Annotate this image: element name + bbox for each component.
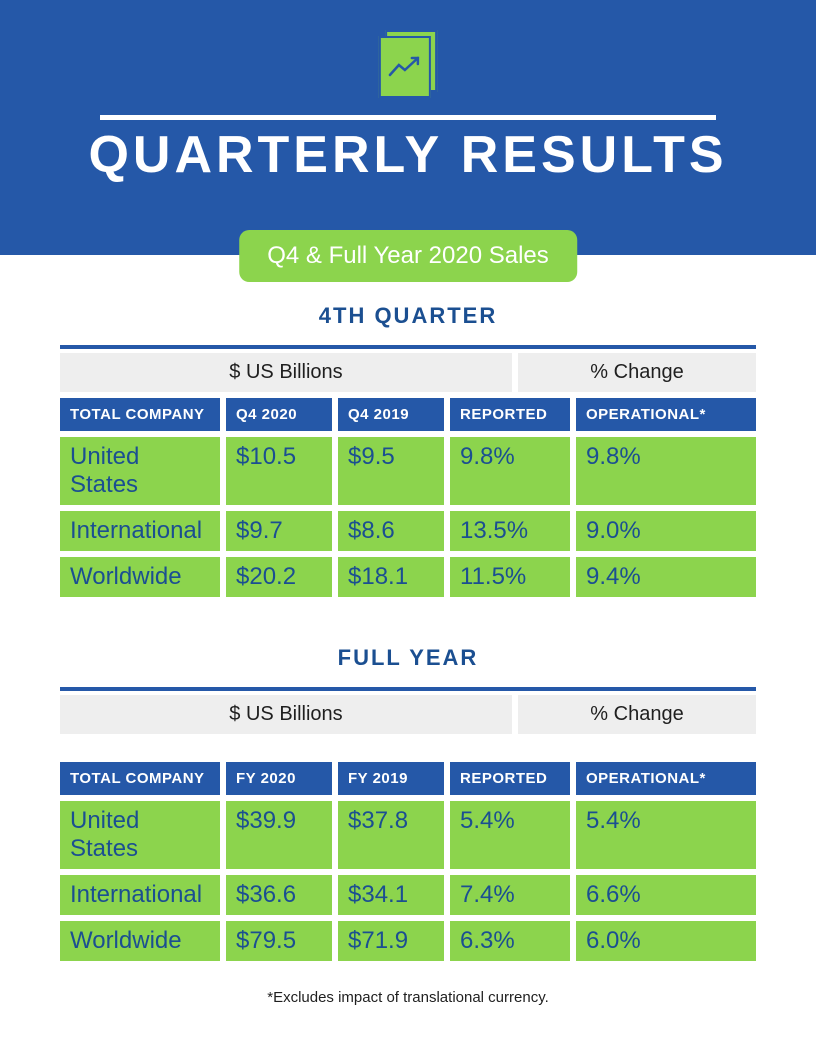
- column-header-row: TOTAL COMPANY FY 2020 FY 2019 REPORTED O…: [60, 762, 756, 795]
- subtitle-pill: Q4 & Full Year 2020 Sales: [239, 230, 577, 282]
- table-cell: $71.9: [338, 921, 444, 961]
- section-title-fullyear: FULL YEAR: [0, 645, 816, 671]
- trend-up-icon: [388, 55, 422, 79]
- table-cell: 9.0%: [576, 511, 756, 551]
- table-cell: 5.4%: [576, 801, 756, 869]
- page-title: QUARTERLY RESULTS: [0, 125, 816, 185]
- title-rule: [100, 115, 716, 120]
- column-header-cell: Q4 2020: [226, 398, 332, 431]
- table-cell: 13.5%: [450, 511, 570, 551]
- table-cell: 6.0%: [576, 921, 756, 961]
- table-cell: $79.5: [226, 921, 332, 961]
- table-fullyear: $ US Billions % Change TOTAL COMPANY FY …: [60, 687, 756, 961]
- group-header-cell: $ US Billions: [60, 353, 512, 392]
- column-header-cell: REPORTED: [450, 398, 570, 431]
- column-header-cell: OPERATIONAL*: [576, 762, 756, 795]
- header-band: QUARTERLY RESULTS: [0, 0, 816, 255]
- table-cell: 5.4%: [450, 801, 570, 869]
- table-row: United States $10.5 $9.5 9.8% 9.8%: [60, 437, 756, 505]
- group-header-row: $ US Billions % Change: [60, 695, 756, 734]
- table-cell: $9.5: [338, 437, 444, 505]
- table-row: International $9.7 $8.6 13.5% 9.0%: [60, 511, 756, 551]
- table-cell: 9.4%: [576, 557, 756, 597]
- table-cell: Worldwide: [60, 557, 220, 597]
- column-header-row: TOTAL COMPANY Q4 2020 Q4 2019 REPORTED O…: [60, 398, 756, 431]
- table-cell: $20.2: [226, 557, 332, 597]
- table-cell: International: [60, 875, 220, 915]
- table-cell: 9.8%: [576, 437, 756, 505]
- table-q4: $ US Billions % Change TOTAL COMPANY Q4 …: [60, 345, 756, 597]
- table-cell: $37.8: [338, 801, 444, 869]
- table-cell: $9.7: [226, 511, 332, 551]
- column-header-cell: OPERATIONAL*: [576, 398, 756, 431]
- group-header-cell: % Change: [518, 353, 756, 392]
- column-header-cell: TOTAL COMPANY: [60, 398, 220, 431]
- table-cell: Worldwide: [60, 921, 220, 961]
- table-row: International $36.6 $34.1 7.4% 6.6%: [60, 875, 756, 915]
- table-cell: 9.8%: [450, 437, 570, 505]
- group-header-cell: $ US Billions: [60, 695, 512, 734]
- table-cell: 6.6%: [576, 875, 756, 915]
- table-cell: United States: [60, 801, 220, 869]
- column-header-cell: FY 2020: [226, 762, 332, 795]
- table-cell: $36.6: [226, 875, 332, 915]
- group-header-row: $ US Billions % Change: [60, 353, 756, 392]
- column-header-cell: Q4 2019: [338, 398, 444, 431]
- section-title-q4: 4TH QUARTER: [0, 303, 816, 329]
- table-rule: [60, 345, 756, 349]
- table-row: Worldwide $20.2 $18.1 11.5% 9.4%: [60, 557, 756, 597]
- column-header-cell: FY 2019: [338, 762, 444, 795]
- icon-card-front: [379, 36, 431, 98]
- table-cell: $34.1: [338, 875, 444, 915]
- column-header-cell: TOTAL COMPANY: [60, 762, 220, 795]
- table-cell: United States: [60, 437, 220, 505]
- table-cell: $39.9: [226, 801, 332, 869]
- table-cell: 11.5%: [450, 557, 570, 597]
- group-header-cell: % Change: [518, 695, 756, 734]
- column-header-cell: REPORTED: [450, 762, 570, 795]
- table-cell: $8.6: [338, 511, 444, 551]
- table-row: United States $39.9 $37.8 5.4% 5.4%: [60, 801, 756, 869]
- footnote: *Excludes impact of translational curren…: [0, 989, 816, 1006]
- table-cell: $10.5: [226, 437, 332, 505]
- table-cell: International: [60, 511, 220, 551]
- table-row: Worldwide $79.5 $71.9 6.3% 6.0%: [60, 921, 756, 961]
- table-cell: $18.1: [338, 557, 444, 597]
- table-rule: [60, 687, 756, 691]
- table-cell: 6.3%: [450, 921, 570, 961]
- table-cell: 7.4%: [450, 875, 570, 915]
